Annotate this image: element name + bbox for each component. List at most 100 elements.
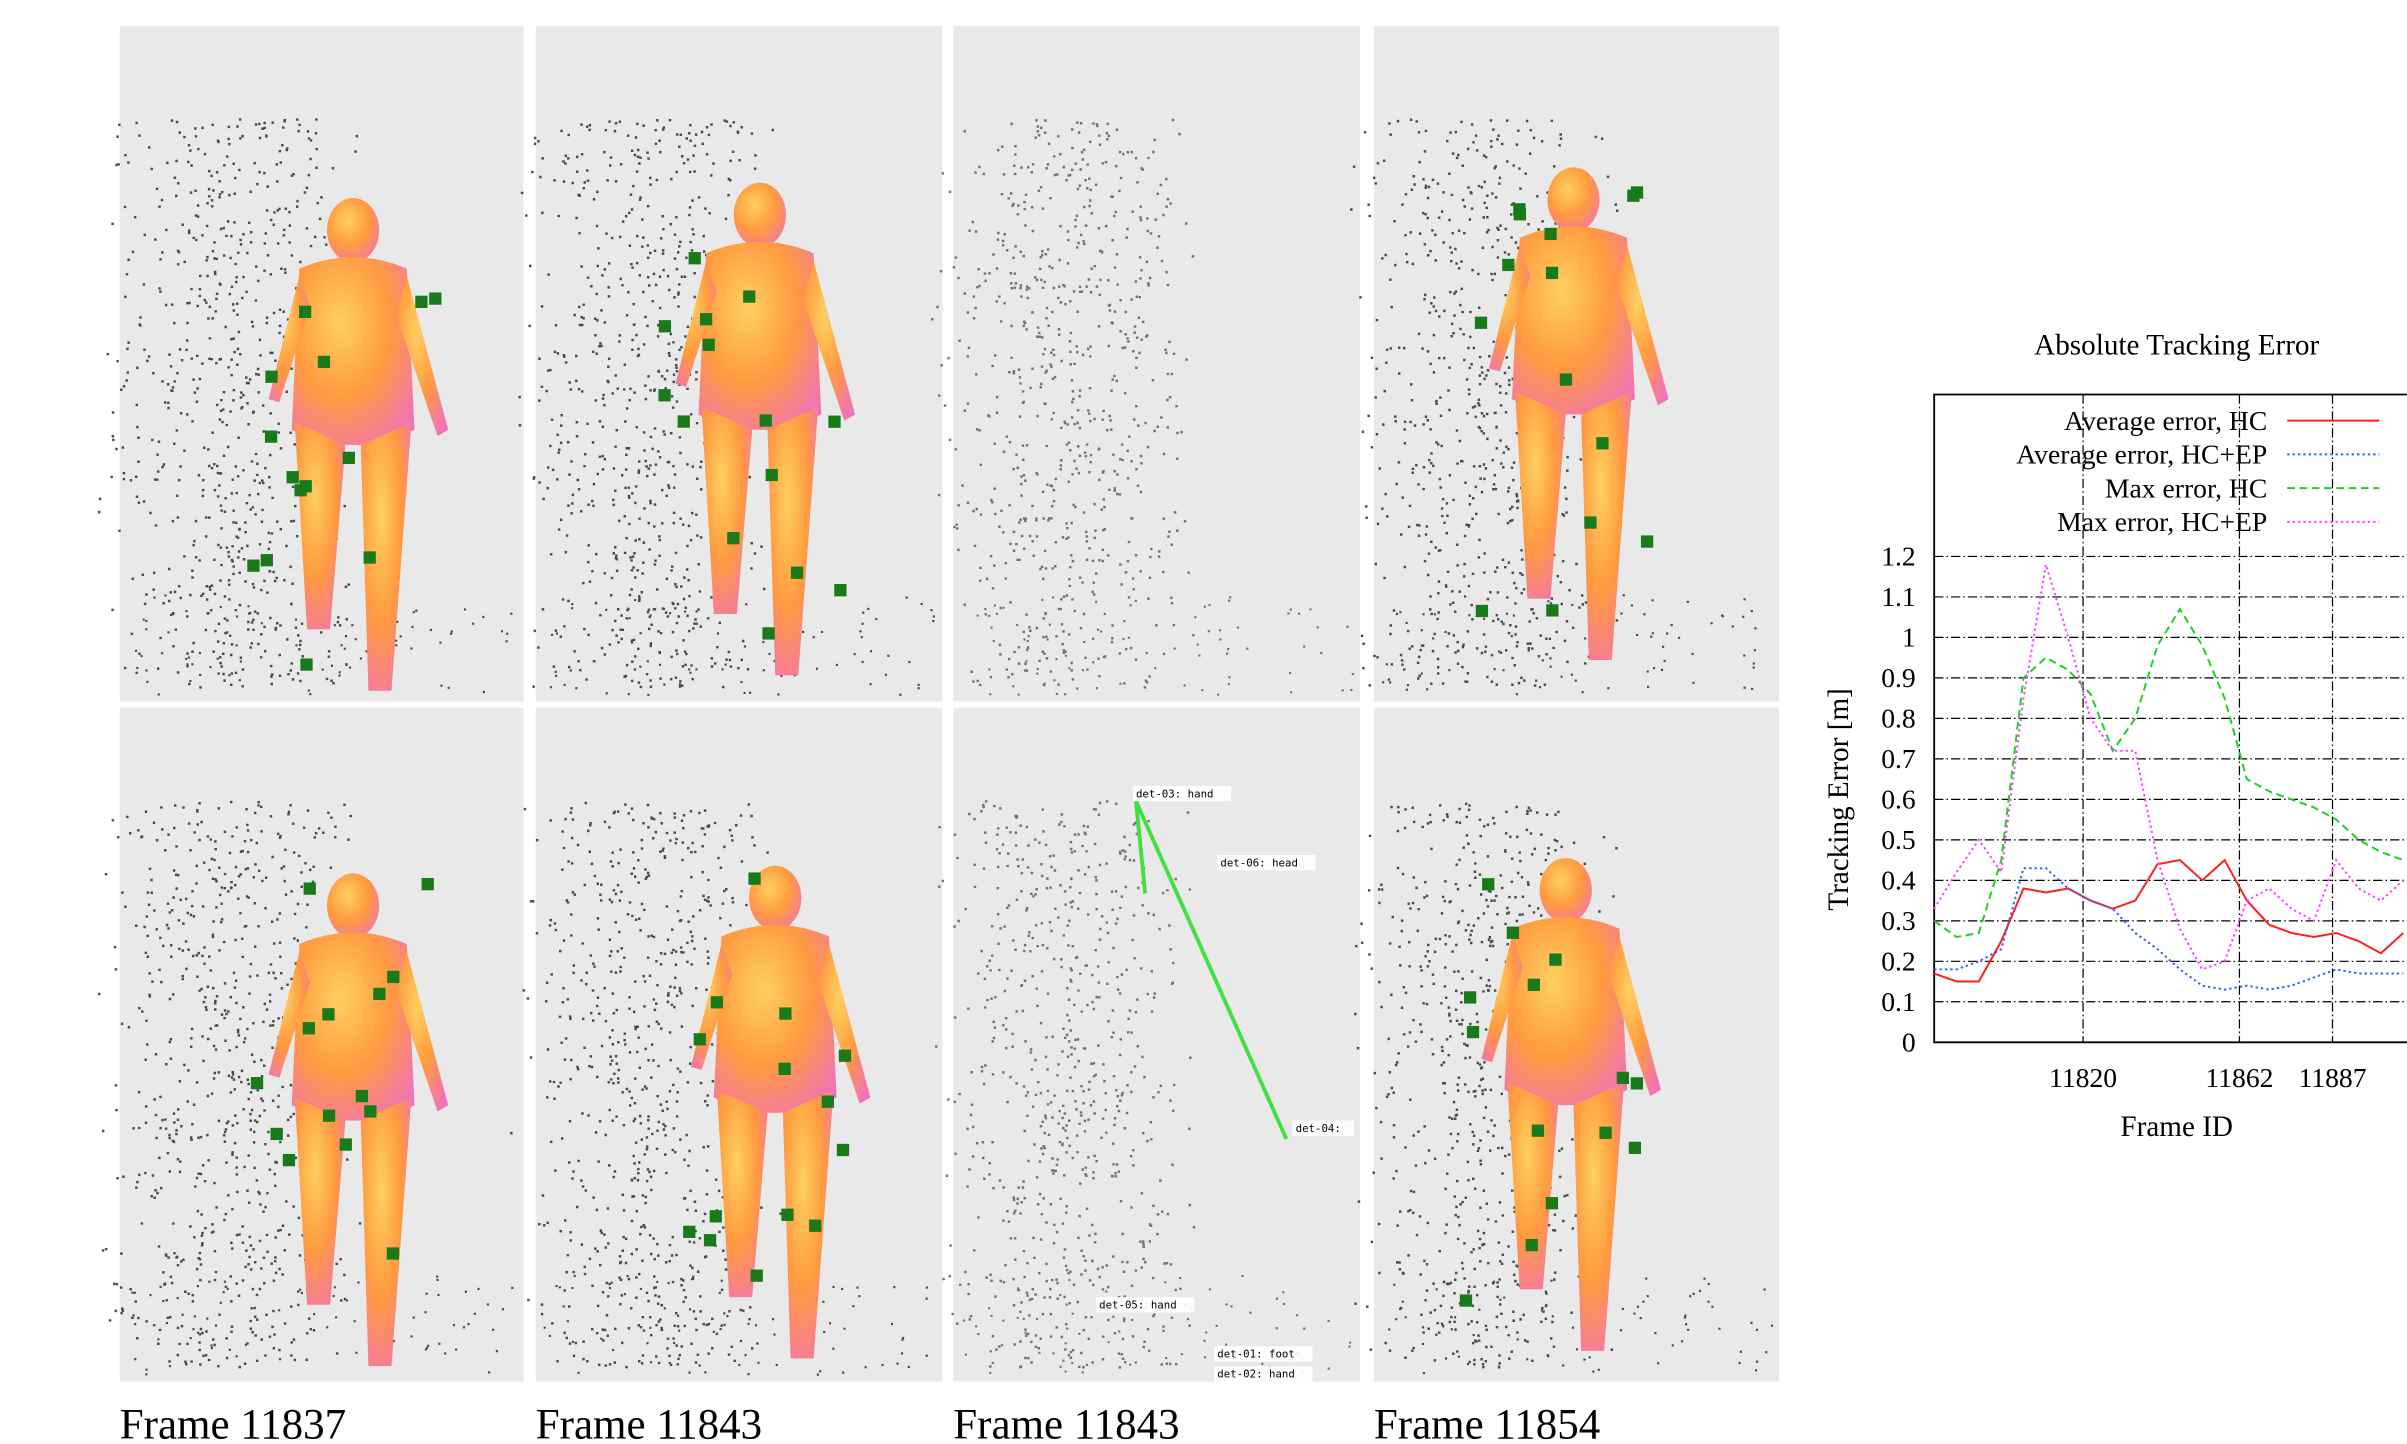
marker <box>839 1050 851 1062</box>
detection-label: det-06: head <box>1220 857 1298 870</box>
marker <box>1528 979 1540 991</box>
marker <box>1584 516 1596 528</box>
caption: Frame 11837 <box>120 1401 346 1444</box>
marker <box>748 872 760 884</box>
marker <box>318 356 330 368</box>
marker <box>247 560 259 572</box>
marker <box>704 1234 716 1246</box>
y-axis-label: Tracking Error [m] <box>1823 688 1855 910</box>
marker <box>1532 1125 1544 1137</box>
x-tick-label: 11862 <box>2205 1062 2273 1093</box>
marker <box>751 1270 763 1282</box>
marker <box>1507 927 1519 939</box>
marker <box>415 296 427 308</box>
marker <box>1464 991 1476 1003</box>
marker <box>294 484 306 496</box>
legend-label: Max error, HC <box>2105 472 2267 503</box>
legend-label: Max error, HC+EP <box>2057 506 2267 537</box>
x-tick-label: 11820 <box>2049 1062 2117 1093</box>
y-tick-label: 0.6 <box>1881 784 1916 815</box>
marker <box>1526 1239 1538 1251</box>
marker <box>658 389 670 401</box>
y-tick-label: 0.3 <box>1881 905 1916 936</box>
page: Frame 11837Frame 11843Frame 11843Frame 1… <box>0 0 2407 1444</box>
marker <box>1617 1072 1629 1084</box>
y-tick-label: 0.8 <box>1881 703 1916 734</box>
x-tick-label: 11887 <box>2298 1062 2366 1093</box>
marker <box>683 1226 695 1238</box>
marker <box>387 1247 399 1259</box>
marker <box>429 292 441 304</box>
caption: Frame 11854 <box>1374 1401 1600 1444</box>
y-tick-label: 0.7 <box>1881 743 1916 774</box>
marker <box>1502 259 1514 271</box>
marker <box>300 658 312 670</box>
marker <box>727 532 739 544</box>
marker <box>781 1209 793 1221</box>
marker <box>1631 1077 1643 1089</box>
legend-label: Average error, HC+EP <box>2016 439 2267 470</box>
marker <box>1467 1026 1479 1038</box>
marker <box>1476 605 1488 617</box>
marker <box>1546 604 1558 616</box>
y-tick-label: 0.2 <box>1881 946 1916 977</box>
marker <box>322 1008 334 1020</box>
marker <box>678 415 690 427</box>
detection-label: det-05: hand <box>1099 1299 1177 1312</box>
marker <box>422 878 434 890</box>
y-tick-label: 0.9 <box>1881 662 1916 693</box>
y-tick-label: 0.4 <box>1881 865 1916 896</box>
marker <box>303 1022 315 1034</box>
marker <box>762 627 774 639</box>
marker <box>711 996 723 1008</box>
detection-label: det-02: hand <box>1217 1368 1295 1381</box>
marker <box>1513 203 1525 215</box>
marker <box>1546 1197 1558 1209</box>
y-tick-label: 1.2 <box>1881 541 1916 572</box>
marker <box>837 1144 849 1156</box>
marker <box>760 414 772 426</box>
y-tick-label: 1 <box>1902 622 1916 653</box>
marker <box>1460 1294 1472 1306</box>
marker <box>343 452 355 464</box>
detection-label: det-01: foot <box>1217 1348 1295 1361</box>
marker <box>1596 437 1608 449</box>
marker <box>659 320 671 332</box>
marker <box>779 1063 791 1075</box>
marker <box>791 567 803 579</box>
marker <box>299 306 311 318</box>
marker <box>766 469 778 481</box>
marker <box>323 1110 335 1122</box>
marker <box>1641 535 1653 547</box>
marker <box>710 1210 722 1222</box>
marker <box>828 416 840 428</box>
marker <box>340 1138 352 1150</box>
caption: Frame 11843 <box>536 1401 762 1444</box>
marker <box>271 1128 283 1140</box>
marker <box>373 988 385 1000</box>
chart-title: Absolute Tracking Error <box>2034 330 2319 362</box>
marker <box>261 554 273 566</box>
marker <box>356 1090 368 1102</box>
y-tick-label: 0.1 <box>1881 986 1916 1017</box>
marker <box>809 1220 821 1232</box>
marker <box>822 1096 834 1108</box>
y-tick-label: 0 <box>1902 1026 1916 1057</box>
photo-panel <box>953 26 1360 701</box>
detection-label: det-03: hand <box>1136 787 1214 800</box>
marker <box>283 1154 295 1166</box>
chart: Absolute Tracking ErrorFrame IDTracking … <box>1823 330 2407 1143</box>
marker <box>1482 878 1494 890</box>
marker <box>304 882 316 894</box>
y-tick-label: 0.5 <box>1881 824 1916 855</box>
marker <box>1560 373 1572 385</box>
marker <box>1629 1142 1641 1154</box>
marker <box>1475 317 1487 329</box>
marker <box>700 313 712 325</box>
detection-label: det-04: <box>1296 1122 1341 1135</box>
marker <box>1599 1127 1611 1139</box>
marker <box>779 1007 791 1019</box>
y-tick-label: 1.1 <box>1881 581 1916 612</box>
marker <box>364 1105 376 1117</box>
marker <box>364 551 376 563</box>
